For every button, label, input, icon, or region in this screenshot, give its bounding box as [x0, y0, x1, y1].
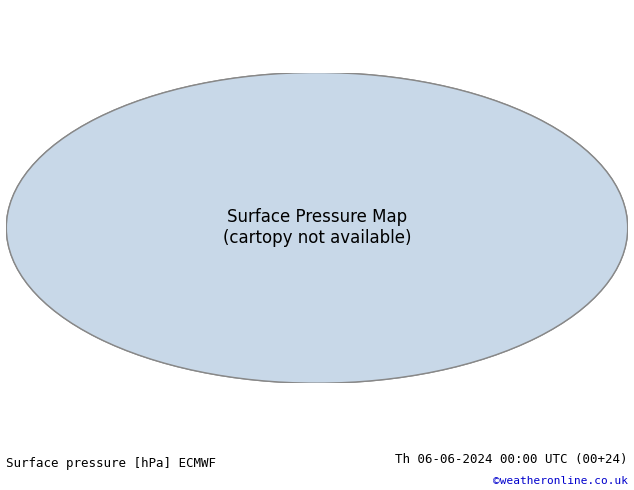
Text: Th 06-06-2024 00:00 UTC (00+24): Th 06-06-2024 00:00 UTC (00+24) — [395, 453, 628, 466]
Ellipse shape — [6, 73, 628, 383]
Text: Surface pressure [hPa] ECMWF: Surface pressure [hPa] ECMWF — [6, 457, 216, 470]
Ellipse shape — [6, 73, 628, 383]
Text: ©weatheronline.co.uk: ©weatheronline.co.uk — [493, 476, 628, 486]
Text: Surface Pressure Map
(cartopy not available): Surface Pressure Map (cartopy not availa… — [223, 208, 411, 247]
